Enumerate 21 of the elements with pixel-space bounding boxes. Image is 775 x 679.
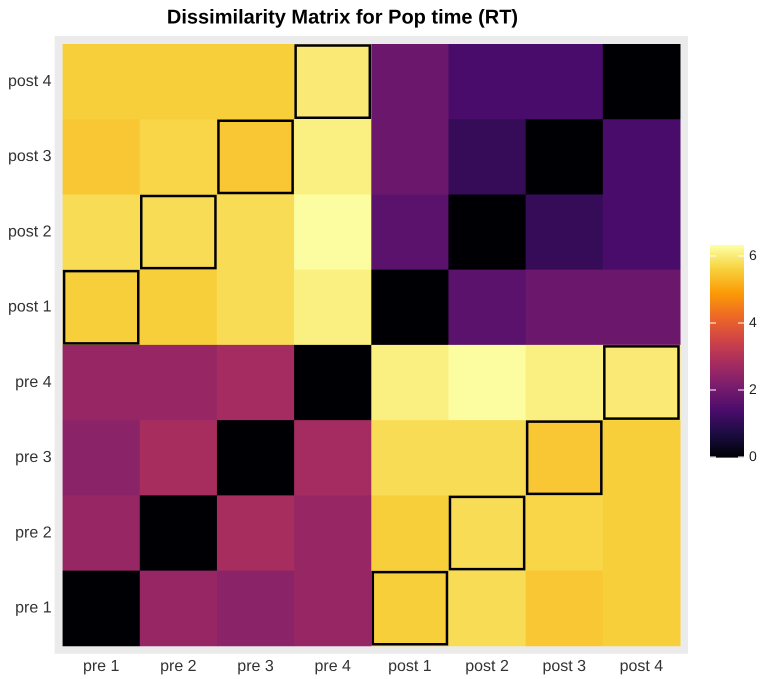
x-tick-label: pre 3	[237, 658, 274, 675]
x-tick-label: post 4	[620, 658, 664, 675]
y-tick-label: post 3	[8, 148, 52, 166]
x-tick-label: post 2	[465, 658, 509, 675]
color-bar-label: 2	[749, 380, 757, 397]
chart-title: Dissimilarity Matrix for Pop time (RT)	[166, 6, 518, 29]
y-tick-label: post 1	[8, 298, 52, 316]
x-tick-label: post 1	[388, 658, 432, 675]
y-tick-label: post 4	[8, 73, 52, 90]
x-tick-label: pre 2	[160, 658, 197, 675]
y-tick-label: pre 3	[15, 449, 52, 466]
x-tick-label: pre 4	[314, 658, 352, 675]
y-tick-label: pre 4	[15, 374, 52, 391]
color-bar-label: 6	[749, 246, 757, 263]
color-bar-label: 0	[749, 448, 757, 464]
color-bar-label: 4	[749, 314, 757, 330]
y-tick-label: pre 2	[15, 524, 52, 542]
x-tick-label: pre 1	[82, 658, 120, 675]
x-tick-label: post 3	[542, 658, 586, 675]
y-tick-label: pre 1	[15, 600, 52, 617]
y-tick-label: post 2	[8, 223, 52, 240]
